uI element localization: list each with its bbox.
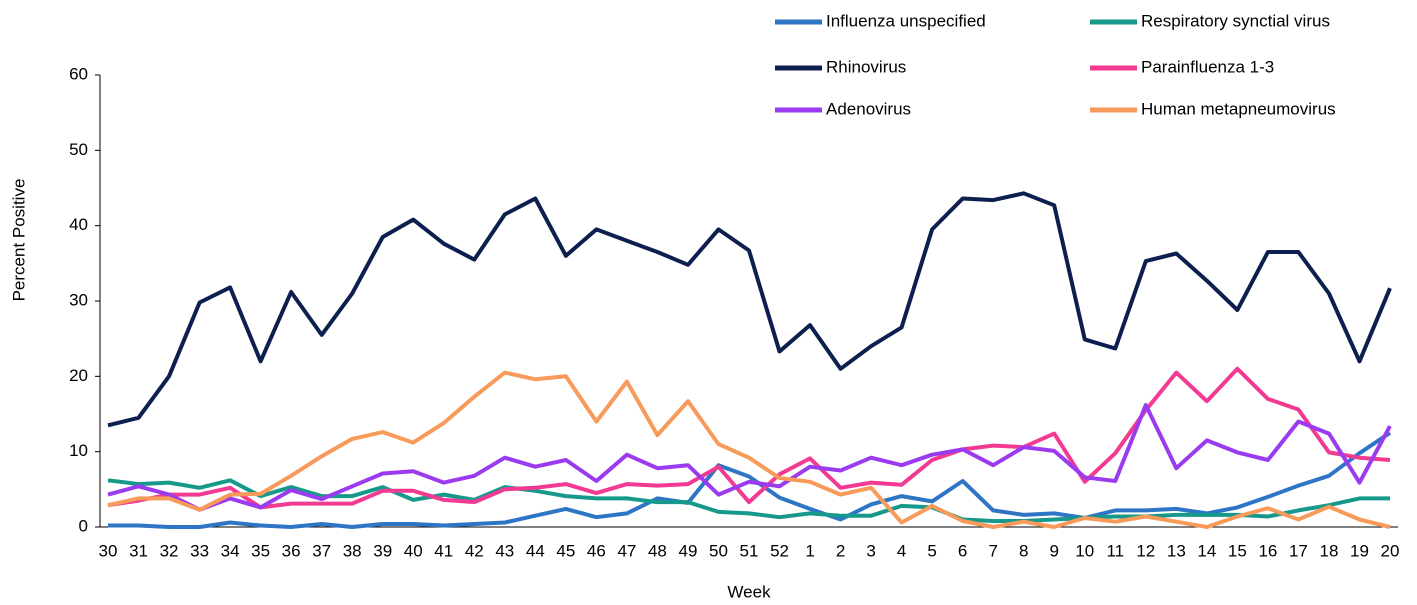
x-tick-label: 7	[988, 541, 997, 560]
x-tick-label: 5	[927, 541, 936, 560]
x-tick-label: 43	[495, 541, 514, 560]
series-line	[108, 431, 1392, 529]
x-tick-label: 46	[587, 541, 606, 560]
y-tick-label: 10	[69, 441, 88, 460]
x-tick-label: 2	[836, 541, 845, 560]
series-line	[107, 370, 1391, 529]
x-tick-label: 10	[1075, 541, 1094, 560]
legend-label: Respiratory synctial virus	[1141, 11, 1330, 30]
x-tick-label: 52	[770, 541, 789, 560]
x-tick-label: 36	[282, 541, 301, 560]
x-tick-label: 19	[1350, 541, 1369, 560]
x-tick-label: 34	[221, 541, 240, 560]
x-tick-label: 39	[373, 541, 392, 560]
x-tick-label: 31	[129, 541, 148, 560]
legend-label: Adenovirus	[826, 99, 911, 118]
y-tick-label: 40	[69, 215, 88, 234]
x-tick-label: 16	[1258, 541, 1277, 560]
x-tick-label: 35	[251, 541, 270, 560]
x-tick-label: 32	[160, 541, 179, 560]
x-tick-label: 42	[465, 541, 484, 560]
x-tick-label: 14	[1197, 541, 1216, 560]
legend-label: Parainfluenza 1-3	[1141, 57, 1274, 76]
x-tick-label: 44	[526, 541, 545, 560]
y-axis-label: Percent Positive	[9, 179, 28, 302]
x-tick-label: 1	[805, 541, 814, 560]
x-tick-label: 11	[1106, 541, 1124, 560]
y-tick-label: 0	[79, 516, 88, 535]
y-tick-label: 50	[69, 140, 88, 159]
x-tick-label: 48	[648, 541, 667, 560]
x-tick-label: 45	[556, 541, 575, 560]
series-line	[107, 191, 1392, 428]
x-tick-label: 41	[434, 541, 453, 560]
series-line	[107, 478, 1390, 523]
y-tick-label: 20	[69, 366, 88, 385]
x-tick-label: 13	[1167, 541, 1186, 560]
x-tick-label: 9	[1050, 541, 1059, 560]
x-tick-label: 15	[1228, 541, 1247, 560]
x-tick-label: 37	[312, 541, 331, 560]
x-tick-label: 33	[190, 541, 209, 560]
legend-label: Human metapneumovirus	[1141, 99, 1336, 118]
series-line	[107, 403, 1392, 512]
x-tick-label: 51	[740, 541, 759, 560]
x-tick-label: 38	[343, 541, 362, 560]
x-tick-label: 6	[958, 541, 967, 560]
y-tick-label: 30	[69, 290, 88, 309]
x-tick-label: 8	[1019, 541, 1028, 560]
x-tick-label: 17	[1289, 541, 1308, 560]
x-axis-label: Week	[727, 582, 771, 601]
x-tick-label: 12	[1136, 541, 1155, 560]
x-tick-label: 30	[99, 541, 118, 560]
series-line	[107, 366, 1391, 510]
y-tick-label: 60	[69, 64, 88, 83]
x-tick-label: 18	[1319, 541, 1338, 560]
x-tick-label: 49	[678, 541, 697, 560]
legend-label: Rhinovirus	[826, 57, 906, 76]
x-tick-label: 20	[1381, 541, 1400, 560]
x-tick-label: 40	[404, 541, 423, 560]
legend-label: Influenza unspecified	[826, 11, 986, 30]
x-tick-label: 3	[866, 541, 875, 560]
x-tick-label: 47	[617, 541, 636, 560]
x-tick-label: 50	[709, 541, 728, 560]
x-tick-label: 4	[897, 541, 906, 560]
